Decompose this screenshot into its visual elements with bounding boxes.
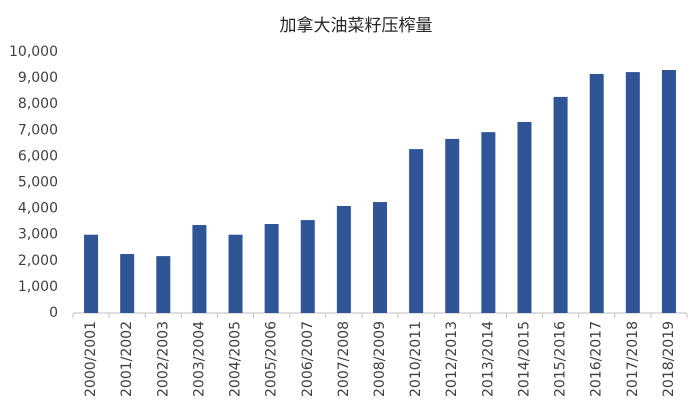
x-tick-label: 2004/2005: [228, 321, 244, 397]
x-tick-label: 2010/2011: [408, 321, 424, 397]
bar: [84, 234, 99, 313]
bar: [409, 149, 424, 313]
x-tick-label: 2014/2015: [516, 321, 532, 397]
bar: [192, 225, 207, 313]
y-tick-label: 6,000: [18, 148, 58, 164]
y-tick-label: 1,000: [18, 279, 58, 295]
bar: [300, 220, 315, 313]
bar: [661, 70, 676, 313]
y-tick-label: 0: [49, 305, 58, 321]
y-tick-label: 9,000: [18, 70, 58, 86]
x-tick-label: 2016/2017: [589, 321, 605, 397]
bar: [228, 234, 243, 313]
y-tick-label: 3,000: [18, 227, 58, 243]
y-tick-label: 2,000: [18, 253, 58, 269]
bar: [517, 121, 532, 313]
bar: [589, 73, 604, 313]
bar: [156, 256, 171, 313]
x-tick-label: 2012/2013: [444, 321, 460, 397]
x-tick-label: 2002/2003: [155, 321, 171, 397]
bar: [120, 254, 135, 313]
x-tick-label: 2001/2002: [119, 321, 135, 397]
x-tick-label: 2018/2019: [661, 321, 677, 397]
x-tick-label: 2015/2016: [553, 321, 569, 397]
x-tick-label: 2003/2004: [191, 321, 207, 397]
x-tick-label: 2006/2007: [300, 321, 316, 397]
bar: [373, 202, 387, 313]
y-tick-label: 10,000: [9, 44, 58, 60]
y-tick-label: 5,000: [18, 175, 58, 191]
y-tick-label: 4,000: [18, 201, 58, 217]
bar: [481, 132, 496, 313]
x-tick-label: 2008/2009: [372, 321, 388, 397]
bar: [445, 138, 460, 313]
bar: [264, 223, 279, 313]
x-tick-label: 2013/2014: [480, 321, 496, 397]
x-tick-label: 2000/2001: [83, 321, 99, 397]
x-tick-label: 2007/2008: [336, 321, 352, 397]
x-tick-label: 2017/2018: [625, 321, 641, 397]
y-tick-label: 7,000: [18, 122, 58, 138]
bar: [336, 205, 351, 313]
x-tick-label: 2005/2006: [264, 321, 280, 397]
bar: [553, 96, 568, 313]
bar: [625, 72, 640, 313]
y-tick-label: 8,000: [18, 96, 58, 112]
chart-title: 加拿大油菜籽压榨量: [280, 15, 433, 36]
